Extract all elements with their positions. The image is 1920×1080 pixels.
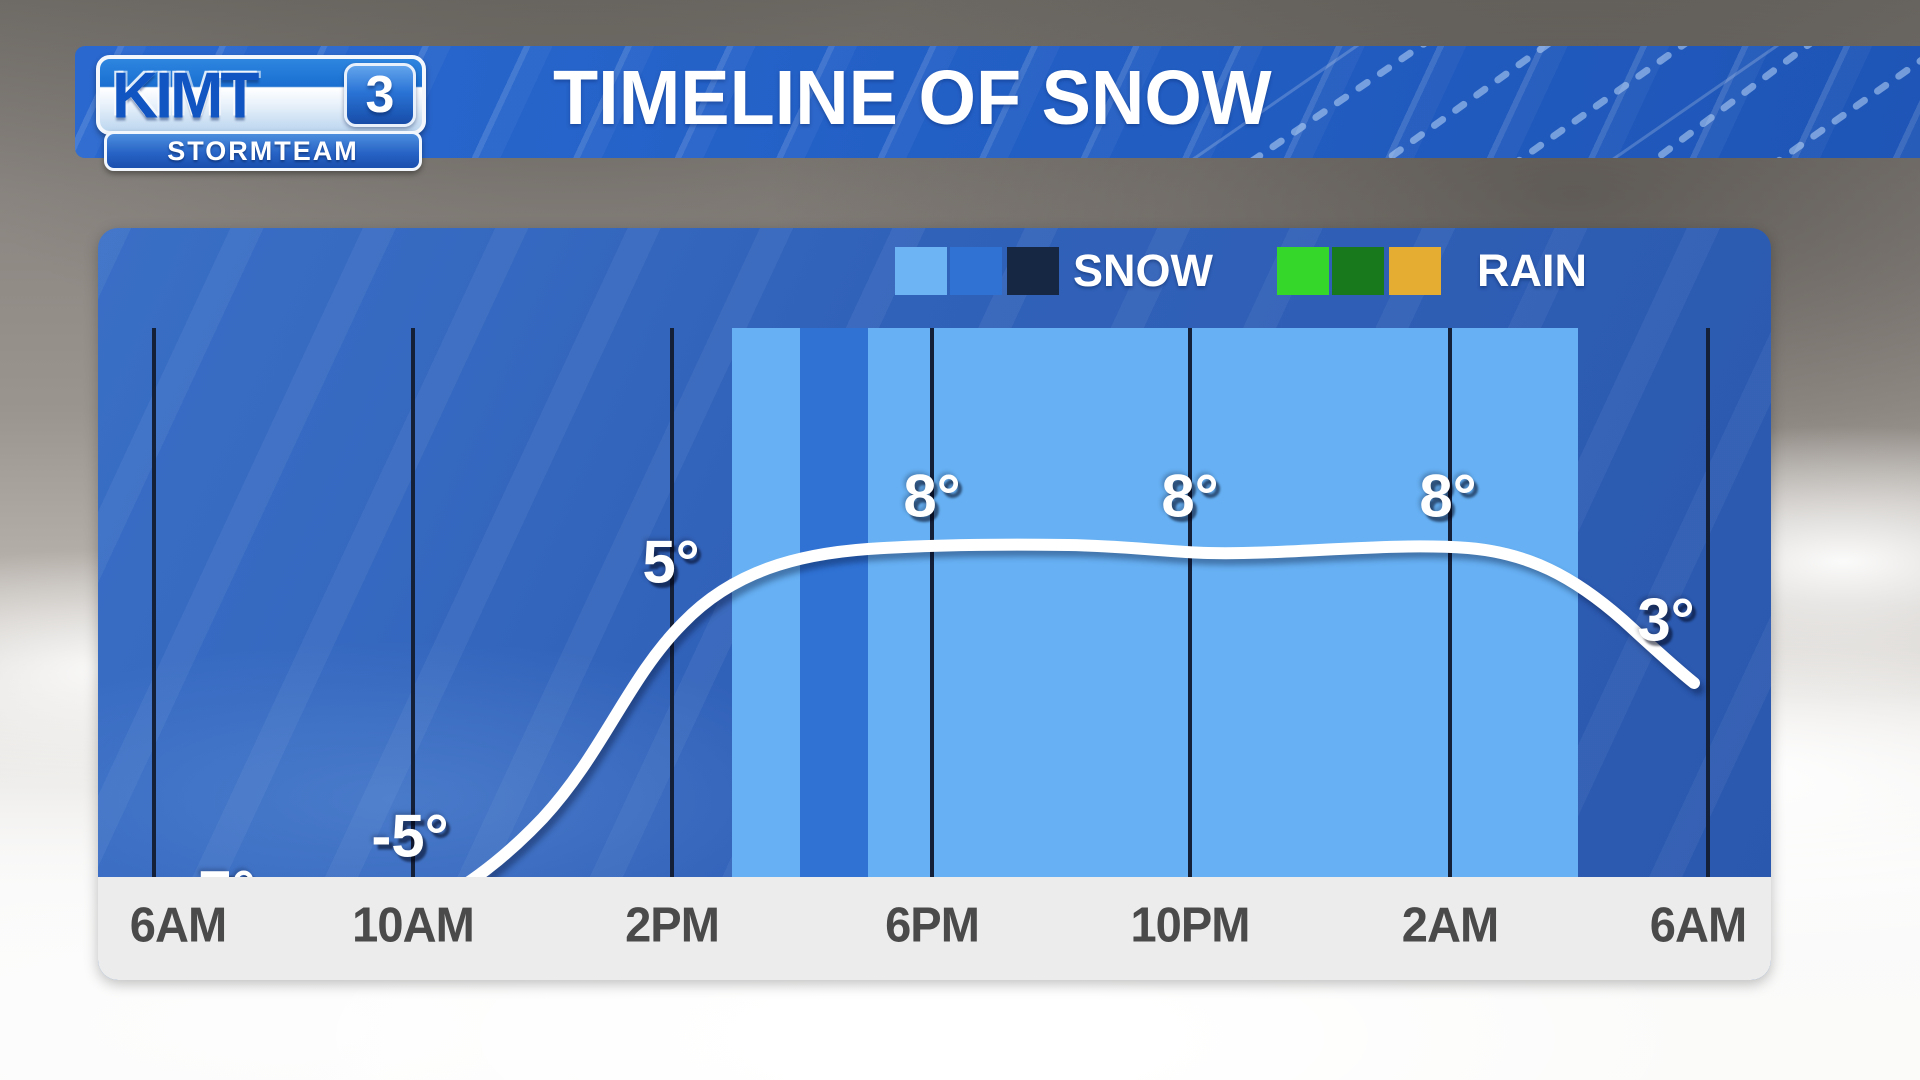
gridline-2pm [670,328,674,877]
time-axis: 6AM 10AM 2PM 6PM 10PM 2AM 6AM [98,877,1771,980]
gridline-10am [411,328,415,877]
time-label-6pm: 6PM [885,898,980,953]
snow-band-light-2 [868,328,1578,877]
temp-label-2am: 8° [1419,462,1477,530]
gridline-10pm [1188,328,1192,877]
snow-band-light-1 [732,328,800,877]
temperature-curve [112,538,1700,974]
rain-light-swatch [1277,247,1329,295]
chart-legend: SNOW RAIN [98,228,1771,328]
temp-label-6am-end: 3° [1637,586,1695,654]
station-logo: KIMT 3 STORMTEAM [96,55,426,171]
plot-area: -7° -5° 5° 8° 8° 8° 3° [98,328,1771,974]
temp-label-10pm: 8° [1161,462,1219,530]
gridline-2am [1448,328,1452,877]
gridline-6pm [930,328,934,877]
logo-stormteam-bar: STORMTEAM [104,131,422,171]
logo-channel-number: 3 [365,66,395,124]
time-label-2pm: 2PM [625,898,720,953]
temp-label-10am: -5° [371,802,449,870]
snow-light-swatch [895,247,947,295]
logo-station-text: KIMT [112,58,259,132]
gridline-6am [152,328,156,877]
temp-label-6pm: 8° [903,462,961,530]
snow-heavy-swatch [1007,247,1059,295]
rain-legend-label: RAIN [1477,245,1587,296]
rain-heavy-swatch [1389,247,1441,295]
logo-box: KIMT 3 [96,55,426,135]
logo-stormteam-text: STORMTEAM [167,135,359,166]
temp-label-2pm: 5° [642,528,700,596]
time-label-6am-end: 6AM [1649,898,1747,953]
rain-moderate-swatch [1332,247,1384,295]
time-label-2am: 2AM [1401,898,1499,953]
chart-panel: SNOW RAIN -7° -5° [98,228,1771,980]
snow-moderate-swatch [950,247,1002,295]
page-title: TIMELINE OF SNOW [553,54,1272,141]
logo-channel-badge: 3 [344,63,416,127]
time-label-6am: 6AM [129,898,227,953]
snow-legend-label: SNOW [1073,245,1213,296]
snow-band-moderate [800,328,868,877]
time-label-10pm: 10PM [1130,898,1250,953]
gridline-6am-end [1706,328,1710,877]
header-dashed-lines-decoration [1192,46,1920,158]
time-label-10am: 10AM [352,898,475,953]
